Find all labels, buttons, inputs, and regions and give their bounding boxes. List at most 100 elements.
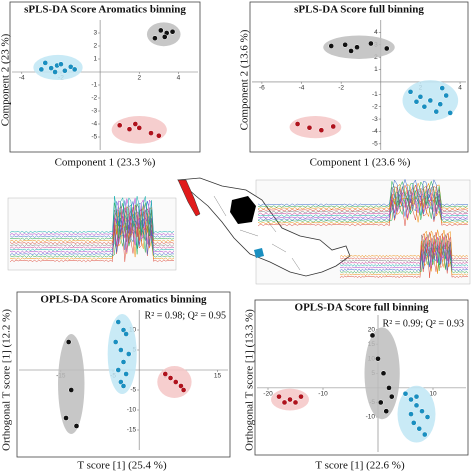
point (120, 383, 127, 389)
x-tick-label: -2 (338, 85, 344, 92)
point (73, 423, 80, 429)
point (413, 98, 420, 105)
plot-frame (249, 1, 469, 153)
point (276, 393, 282, 400)
point (424, 414, 431, 420)
point (408, 411, 414, 417)
point (298, 393, 304, 400)
y-tick-label: -5 (91, 134, 97, 141)
point (162, 371, 169, 377)
point (52, 69, 58, 75)
point (169, 28, 176, 35)
point (68, 387, 75, 393)
point (410, 420, 417, 426)
y-axis-label: Orthogonal T score [1] (13.3 %) (244, 309, 256, 451)
x-tick-label: 15 (214, 373, 222, 380)
x-tick-label: -20 (263, 391, 273, 398)
point (354, 44, 360, 51)
y-tick-label: -2 (91, 95, 97, 102)
point (413, 402, 420, 409)
point (115, 319, 122, 325)
spectrum-line (339, 229, 469, 258)
spectrum-line (9, 218, 175, 256)
annotation: R² = 0.98; Q² = 0.95 (145, 310, 226, 321)
x-tick-label: 4 (458, 85, 462, 92)
point (388, 393, 395, 400)
spectrum-line (257, 198, 469, 227)
point (348, 48, 354, 54)
point (380, 370, 387, 377)
score-plot: sPLS-DA Score Aromatics binning Component… (0, 1, 201, 169)
x-tick-label: -4 (299, 85, 305, 92)
point (116, 122, 123, 129)
y-tick-label: 20 (368, 326, 376, 333)
spectrum-line (9, 216, 175, 254)
spectrum-line (339, 232, 469, 261)
spectrum-line (257, 184, 469, 212)
point (120, 327, 127, 333)
y-tick-label: -15 (127, 427, 137, 434)
y-tick-label: -1 (91, 82, 97, 89)
point (118, 347, 124, 353)
spectrum-line (9, 196, 175, 234)
chart-title: sPLS-DA Score full binning (294, 4, 424, 16)
chart-title: OPLS-DA Score Aromatics binning (40, 294, 207, 306)
spectrum-line (257, 182, 469, 210)
point (42, 60, 49, 66)
point (287, 396, 293, 403)
score-plot: sPLS-DA Score full binning Component 1 (2… (239, 1, 469, 169)
point (65, 339, 72, 345)
chart-title: OPLS-DA Score full binning (295, 302, 429, 314)
point (292, 399, 299, 406)
point (161, 34, 168, 40)
y-tick-label: -2 (372, 103, 378, 110)
map-state-coahuila (230, 196, 256, 224)
spectrum-line (339, 250, 469, 279)
point (136, 125, 143, 131)
y-tick-label: 1 (374, 66, 378, 73)
confidence-ellipse (107, 314, 137, 394)
point (38, 66, 45, 73)
point (172, 379, 179, 385)
point (427, 97, 434, 104)
spectrum-line (9, 202, 175, 241)
point (120, 359, 127, 365)
point (63, 415, 69, 421)
point (62, 67, 68, 74)
spectrum-line (339, 236, 469, 265)
y-axis-label: Component 2 (23 %) (0, 33, 12, 126)
point (416, 425, 423, 432)
score-plot: OPLS-DA Score full binning T score [1] (2… (244, 299, 469, 472)
y-tick-label: -4 (372, 128, 378, 135)
spectrum-line (339, 243, 469, 272)
point (115, 367, 122, 373)
point (413, 393, 420, 400)
point (383, 45, 390, 52)
point (152, 35, 158, 42)
plot-frame (9, 1, 201, 153)
spectrum-line (257, 180, 469, 208)
point (157, 27, 164, 34)
y-axis-label: Orthogonal T score [1] (12.2 %) (1, 309, 13, 451)
spectrum-line (257, 187, 469, 216)
point (125, 351, 132, 357)
point (318, 127, 325, 134)
map-borders (213, 195, 301, 271)
point (369, 332, 376, 339)
confidence-ellipse (397, 385, 436, 443)
point (407, 88, 414, 95)
point (417, 93, 424, 100)
spectrum-line (9, 211, 175, 250)
point (377, 399, 384, 406)
decoration (7, 177, 471, 285)
point (112, 339, 119, 345)
point (167, 375, 174, 381)
spectrum-line (9, 213, 175, 252)
point (443, 92, 450, 99)
confidence-ellipse (289, 116, 342, 139)
spectrum-line (9, 198, 175, 236)
point (402, 390, 409, 397)
spectrum-line (9, 204, 175, 243)
y-tick-label: 4 (374, 29, 378, 36)
